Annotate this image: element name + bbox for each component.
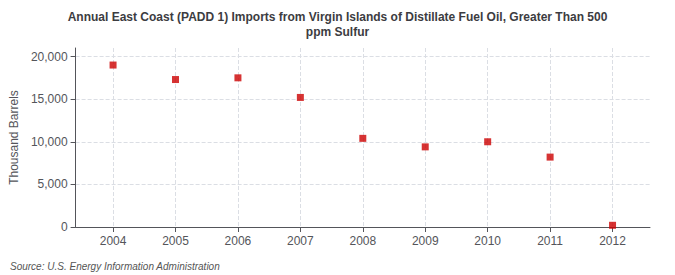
svg-text:ppm Sulfur: ppm Sulfur (306, 25, 370, 39)
svg-text:Source: U.S. Energy Informatio: Source: U.S. Energy Information Administ… (10, 261, 220, 272)
svg-text:15,000: 15,000 (31, 92, 68, 106)
svg-text:2006: 2006 (225, 234, 252, 248)
svg-text:20,000: 20,000 (31, 50, 68, 64)
svg-text:10,000: 10,000 (31, 135, 68, 149)
svg-text:2012: 2012 (599, 234, 626, 248)
svg-text:2011: 2011 (537, 234, 563, 248)
svg-text:Annual East Coast (PADD 1) Imp: Annual East Coast (PADD 1) Imports from … (68, 10, 608, 24)
svg-text:2009: 2009 (412, 234, 439, 248)
svg-text:5,000: 5,000 (38, 177, 68, 191)
svg-text:2005: 2005 (162, 234, 189, 248)
svg-text:2008: 2008 (349, 234, 376, 248)
svg-text:2007: 2007 (287, 234, 314, 248)
svg-text:2010: 2010 (474, 234, 501, 248)
svg-text:0: 0 (61, 220, 68, 234)
svg-text:Thousand Barrels: Thousand Barrels (7, 90, 21, 185)
svg-text:2004: 2004 (100, 234, 127, 248)
